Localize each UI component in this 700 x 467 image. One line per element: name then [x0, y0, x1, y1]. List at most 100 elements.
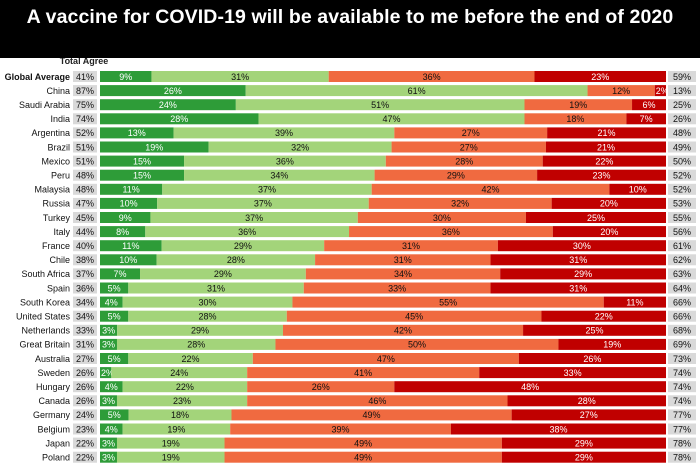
total-disagree-cell: [668, 353, 696, 364]
bar-segment-strongly-agree: [100, 381, 123, 393]
bar-segment-somewhat-agree: [122, 423, 231, 435]
total-disagree-value: 78%: [673, 453, 691, 463]
bar-segment-strongly-agree: [100, 353, 129, 364]
data-label: 47%: [377, 354, 395, 364]
total-agree-cell: [73, 113, 97, 125]
data-label: 22%: [595, 312, 613, 322]
total-agree-value: 34%: [76, 297, 94, 307]
bar-segment-strongly-disagree: [523, 324, 666, 336]
total-disagree-cell: [668, 310, 696, 322]
total-disagree-value: 64%: [673, 283, 691, 293]
bar-segment-somewhat-agree: [156, 254, 316, 266]
total-disagree-cell: [668, 324, 696, 336]
bar-segment-somewhat-disagree: [328, 71, 535, 82]
data-label: 29%: [214, 269, 232, 279]
total-agree-value: 75%: [76, 100, 94, 110]
bar-segment-somewhat-agree: [116, 395, 248, 407]
bar-segment-strongly-agree: [100, 169, 185, 181]
country-label: Spain: [47, 283, 70, 293]
bar-segment-somewhat-agree: [235, 99, 525, 111]
total-disagree-value: 74%: [673, 396, 691, 406]
data-label: 22%: [182, 354, 200, 364]
data-label: 32%: [291, 142, 309, 152]
country-label: Canada: [38, 396, 70, 406]
bar-segment-somewhat-agree: [258, 113, 525, 125]
bar-segment-somewhat-agree: [151, 71, 329, 82]
data-label: 11%: [122, 185, 139, 195]
total-agree-value: 47%: [76, 199, 94, 209]
total-disagree-cell: [668, 451, 696, 463]
total-disagree-cell: [668, 381, 696, 393]
total-agree-cell: [73, 226, 97, 238]
total-agree-value: 33%: [76, 326, 94, 336]
country-label: Sweden: [37, 368, 70, 378]
bar-segment-somewhat-agree: [122, 296, 293, 308]
bar-segment-somewhat-disagree: [587, 85, 655, 97]
bar-segment-strongly-agree: [100, 99, 236, 111]
total-disagree-value: 53%: [673, 199, 691, 209]
data-label: 46%: [368, 396, 386, 406]
bar-segment-somewhat-disagree: [394, 127, 548, 139]
data-label: 22%: [595, 156, 613, 166]
data-label: 51%: [371, 100, 389, 110]
bar-segment-strongly-disagree: [609, 183, 666, 195]
data-label: 29%: [574, 269, 592, 279]
bar-segment-strongly-disagree: [534, 71, 666, 82]
total-disagree-value: 78%: [673, 438, 691, 448]
total-disagree-value: 66%: [673, 312, 691, 322]
total-disagree-value: 25%: [673, 100, 691, 110]
data-label: 42%: [394, 326, 412, 336]
bar-segment-strongly-disagree: [551, 197, 666, 209]
total-disagree-cell: [668, 395, 696, 407]
total-agree-cell: [73, 437, 97, 449]
country-label: Netherlands: [21, 326, 70, 336]
data-label: 11%: [626, 297, 643, 307]
bar-segment-strongly-agree: [100, 296, 123, 308]
bar-segment-strongly-agree: [100, 127, 174, 139]
total-disagree-value: 48%: [673, 128, 691, 138]
bar-segment-strongly-agree: [100, 71, 152, 82]
total-disagree-cell: [668, 197, 696, 209]
total-agree-cell: [73, 254, 97, 266]
title-bar: A vaccine for COVID-19 will be available…: [0, 0, 700, 64]
total-disagree-value: 52%: [673, 171, 691, 181]
country-label: Brazil: [47, 142, 70, 152]
total-agree-cell: [73, 353, 97, 364]
country-label: China: [46, 86, 70, 96]
data-label: 7%: [640, 114, 653, 124]
bar-segment-strongly-disagree: [558, 338, 666, 350]
bar-segment-somewhat-agree: [128, 409, 232, 421]
data-label: 30%: [433, 213, 451, 223]
total-disagree-cell: [668, 437, 696, 449]
total-disagree-cell: [668, 268, 696, 280]
bar-segment-somewhat-agree: [157, 197, 369, 209]
total-disagree-cell: [668, 226, 696, 238]
bar-segment-strongly-agree: [100, 451, 117, 463]
country-label: Germany: [33, 410, 71, 420]
total-agree-value: 38%: [76, 255, 94, 265]
data-label: 6%: [643, 100, 656, 110]
bar-segment-strongly-agree: [100, 254, 157, 266]
data-label: 31%: [402, 241, 420, 251]
bar-segment-strongly-agree: [100, 310, 129, 322]
total-agree-value: 87%: [76, 86, 94, 96]
total-disagree-cell: [668, 183, 696, 195]
country-label: Global Average: [5, 72, 70, 82]
total-disagree-value: 69%: [673, 340, 691, 350]
bar-segment-strongly-disagree: [501, 437, 666, 449]
country-label: Malaysia: [34, 185, 70, 195]
total-agree-value: 51%: [76, 156, 94, 166]
total-disagree-value: 13%: [673, 86, 691, 96]
data-label: 21%: [598, 128, 616, 138]
data-label: 36%: [442, 227, 460, 237]
country-label: Italy: [53, 227, 70, 237]
country-label: India: [50, 114, 70, 124]
total-agree-cell: [73, 395, 97, 407]
data-label: 10%: [629, 185, 647, 195]
country-label: Japan: [45, 438, 70, 448]
data-label: 3%: [102, 340, 115, 350]
data-label: 7%: [114, 269, 127, 279]
total-disagree-cell: [668, 99, 696, 111]
total-disagree-value: 74%: [673, 368, 691, 378]
data-label: 29%: [191, 326, 209, 336]
